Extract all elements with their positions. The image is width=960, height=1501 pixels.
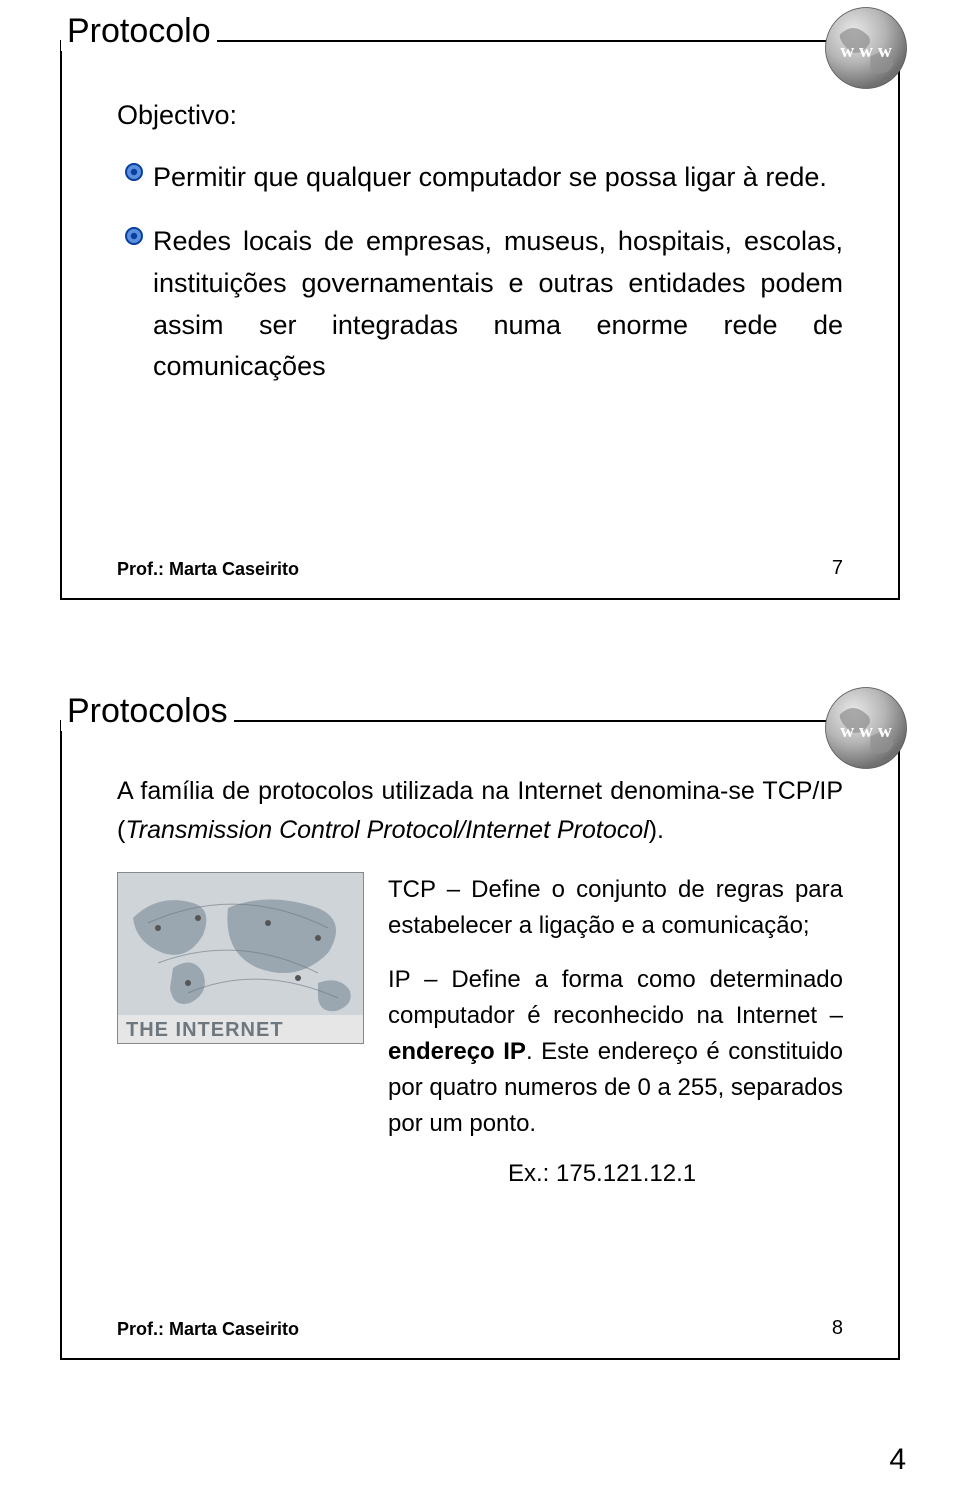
svg-text:w w w: w w w [840, 41, 892, 62]
slide-2-page-number: 8 [832, 1317, 843, 1340]
ip-label: endereço IP [388, 1038, 526, 1065]
ip-example: Ex.: 175.121.12.1 [508, 1160, 843, 1188]
para-suffix: ). [649, 816, 664, 844]
slide-1-page-number: 7 [832, 557, 843, 580]
bullet-icon [125, 163, 143, 186]
www-globe-icon: w w w [822, 4, 910, 92]
bullet-text: Permitir que qualquer computador se poss… [153, 157, 827, 199]
bullet-icon [125, 227, 143, 250]
list-item: Permitir que qualquer computador se poss… [125, 157, 843, 199]
page-container: Protocolo w w w Objectivo: [0, 0, 960, 1501]
slide-2-right-column: TCP – Define o conjunto de regras para e… [388, 872, 843, 1188]
tcp-block: TCP – Define o conjunto de regras para e… [388, 872, 843, 944]
slide-1: Protocolo w w w Objectivo: [60, 40, 900, 600]
slide-1-title: Protocolo [61, 12, 217, 51]
slide-2-title: Protocolos [61, 692, 234, 731]
slide-2: Protocolos w w w A família de protocolos… [60, 720, 900, 1360]
ip-before: IP – Define a forma como determinado com… [388, 966, 843, 1029]
slide-1-bullet-list: Permitir que qualquer computador se poss… [125, 157, 843, 388]
para-italic: Transmission Control Protocol/Internet P… [125, 816, 648, 844]
slide-1-footer: Prof.: Marta Caseirito [117, 559, 299, 580]
svg-text:w w w: w w w [840, 721, 892, 742]
internet-map-image: THE INTERNET [117, 872, 364, 1044]
outer-page-number: 4 [889, 1443, 906, 1477]
slide-2-two-column: THE INTERNET TCP – Define o conjunto de … [117, 872, 843, 1188]
slide-2-intro-paragraph: A família de protocolos utilizada na Int… [117, 772, 843, 850]
img-caption: THE INTERNET [126, 1019, 284, 1041]
bullet-text: Redes locais de empresas, museus, hospit… [153, 221, 843, 388]
slide-2-footer: Prof.: Marta Caseirito [117, 1319, 299, 1340]
ip-block: IP – Define a forma como determinado com… [388, 962, 843, 1142]
www-globe-icon: w w w [822, 684, 910, 772]
list-item: Redes locais de empresas, museus, hospit… [125, 221, 843, 388]
slide-1-subhead: Objectivo: [117, 100, 843, 131]
